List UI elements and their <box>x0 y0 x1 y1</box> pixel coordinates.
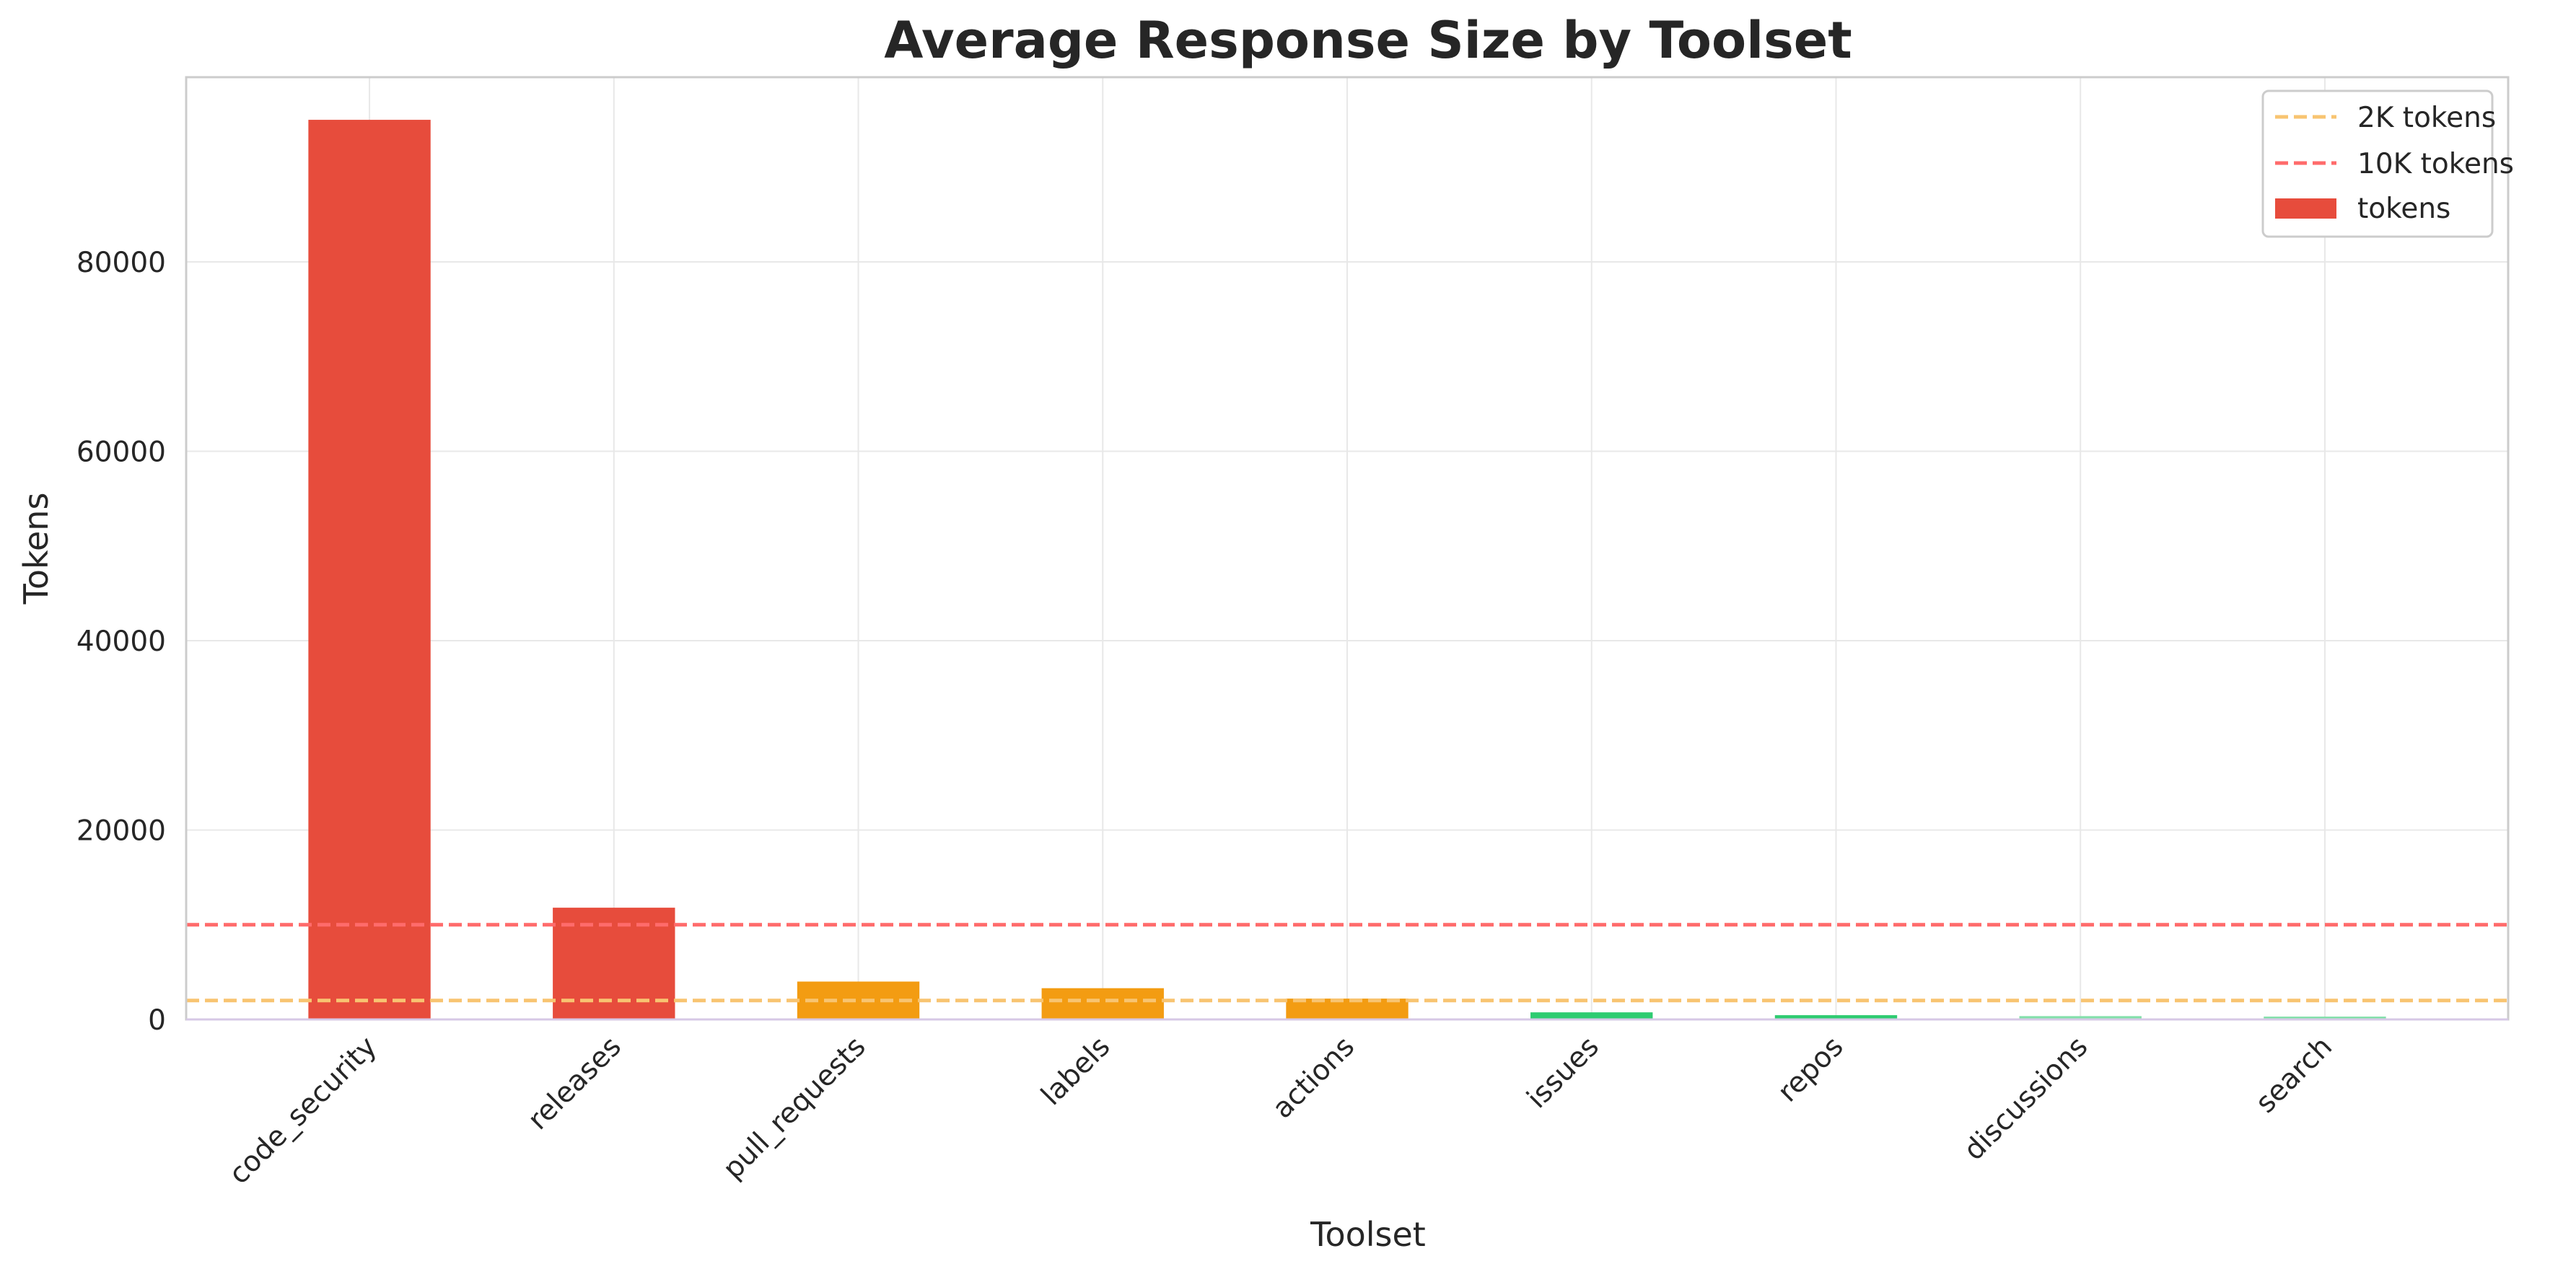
bar-code-security <box>308 120 431 1020</box>
legend-label-tokens: tokens <box>2357 193 2450 225</box>
y-tick-label: 40000 <box>76 626 166 658</box>
y-tick-label: 80000 <box>76 247 166 279</box>
bar-discussions <box>2019 1016 2142 1019</box>
legend-label-10k: 10K tokens <box>2357 148 2514 180</box>
legend-swatch-tokens <box>2275 198 2336 219</box>
grid <box>186 77 2508 1020</box>
legend-label-2k: 2K tokens <box>2357 102 2496 134</box>
y-tick-label: 20000 <box>76 815 166 847</box>
bar-labels <box>1041 988 1164 1019</box>
chart-title: Average Response Size by Toolset <box>884 11 1852 70</box>
y-axis-ticks: 0 20000 40000 60000 80000 <box>76 247 166 1037</box>
legend: 2K tokens 10K tokens tokens <box>2261 89 2514 238</box>
y-tick-label: 60000 <box>76 436 166 468</box>
reference-lines <box>186 923 2508 1003</box>
y-axis-label: Tokens <box>17 493 56 605</box>
x-axis-label: Toolset <box>1310 1215 1426 1254</box>
y-tick-label: 0 <box>148 1004 166 1037</box>
bar-issues <box>1530 1012 1653 1019</box>
bars <box>308 120 2386 1020</box>
bar-search <box>2264 1017 2386 1019</box>
bar-repos <box>1774 1015 1898 1019</box>
